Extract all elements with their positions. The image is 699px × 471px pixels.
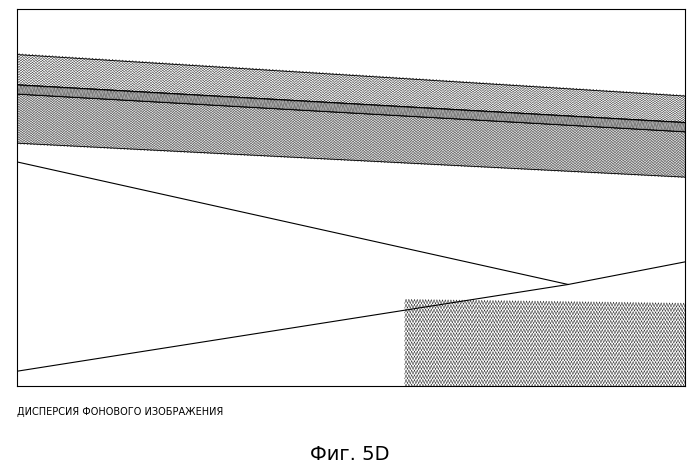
Text: ДИСПЕРСИЯ ФОНОВОГО ИЗОБРАЖЕНИЯ: ДИСПЕРСИЯ ФОНОВОГО ИЗОБРАЖЕНИЯ: [17, 407, 224, 417]
Text: Фиг. 5D: Фиг. 5D: [310, 445, 389, 464]
